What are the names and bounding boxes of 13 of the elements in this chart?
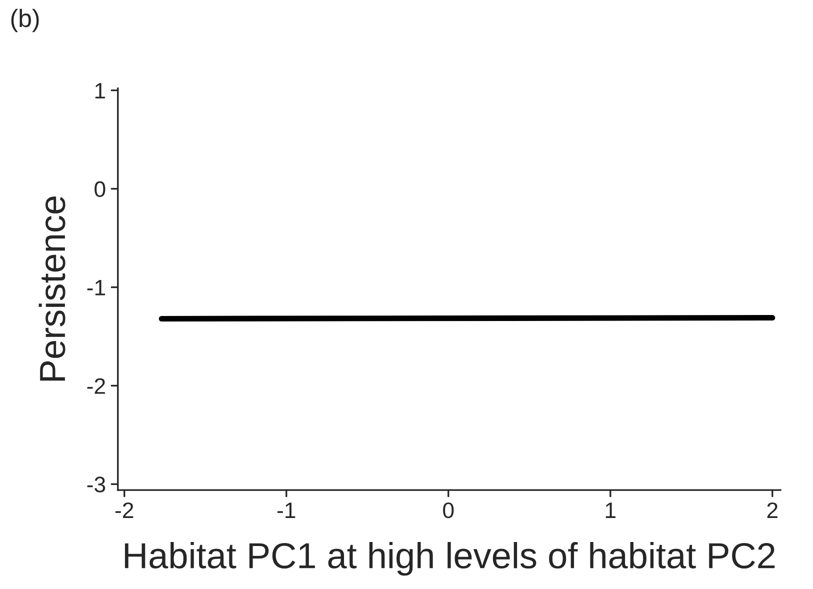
x-tick-label: -2 <box>115 502 134 518</box>
text: (b) <box>11 8 39 32</box>
y-axis-title: Persistence <box>38 196 66 381</box>
x-tick-label: 0 <box>443 502 454 518</box>
y-tick-label: 1 <box>95 83 105 98</box>
y-tick-label: -2 <box>87 378 105 394</box>
y-tick-label: -3 <box>87 476 106 492</box>
y-tick-label: -1 <box>87 280 105 296</box>
x-axis-title: Habitat PC1 at high levels of habitat PC2 <box>124 542 775 576</box>
x-tick-label: -1 <box>277 502 296 518</box>
x-tick-label: 1 <box>606 502 616 518</box>
x-tick-label: 2 <box>767 502 778 518</box>
y-tick-label: 0 <box>94 181 106 198</box>
